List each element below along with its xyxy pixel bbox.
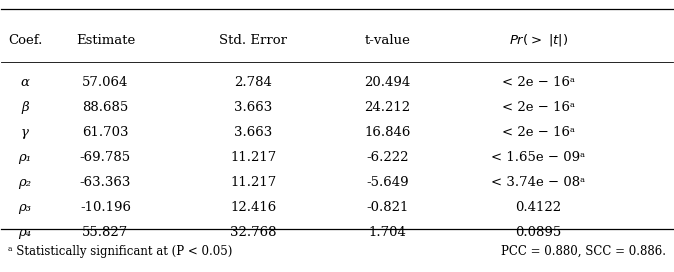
Text: ρ₂: ρ₂ [18, 176, 32, 189]
Text: $Pr(>\ |t|)$: $Pr(>\ |t|)$ [509, 32, 568, 48]
Text: < 2e − 16ᵃ: < 2e − 16ᵃ [502, 126, 575, 139]
Text: ρ₃: ρ₃ [18, 201, 32, 214]
Text: γ: γ [21, 126, 29, 139]
Text: -5.649: -5.649 [366, 176, 408, 189]
Text: 3.663: 3.663 [234, 101, 272, 114]
Text: ρ₁: ρ₁ [18, 151, 32, 164]
Text: -69.785: -69.785 [80, 151, 131, 164]
Text: 57.064: 57.064 [82, 76, 129, 89]
Text: 2.784: 2.784 [234, 76, 272, 89]
Text: 3.663: 3.663 [234, 126, 272, 139]
Text: 0.0895: 0.0895 [515, 226, 561, 239]
Text: 0.4122: 0.4122 [516, 201, 561, 214]
Text: ᵃ Statistically significant at (P < 0.05): ᵃ Statistically significant at (P < 0.05… [8, 245, 233, 258]
Text: < 1.65e − 09ᵃ: < 1.65e − 09ᵃ [491, 151, 586, 164]
Text: 24.212: 24.212 [364, 101, 410, 114]
Text: 16.846: 16.846 [364, 126, 410, 139]
Text: α: α [20, 76, 30, 89]
Text: t-value: t-value [365, 34, 410, 47]
Text: -0.821: -0.821 [366, 201, 408, 214]
Text: 20.494: 20.494 [364, 76, 410, 89]
Text: Std. Error: Std. Error [219, 34, 287, 47]
Text: Coef.: Coef. [8, 34, 42, 47]
Text: ρ₄: ρ₄ [18, 226, 32, 239]
Text: Estimate: Estimate [75, 34, 135, 47]
Text: 61.703: 61.703 [82, 126, 129, 139]
Text: -63.363: -63.363 [80, 176, 131, 189]
Text: 1.704: 1.704 [369, 226, 406, 239]
Text: β: β [21, 101, 29, 114]
Text: < 2e − 16ᵃ: < 2e − 16ᵃ [502, 101, 575, 114]
Text: 88.685: 88.685 [82, 101, 129, 114]
Text: -10.196: -10.196 [80, 201, 131, 214]
Text: 11.217: 11.217 [230, 176, 276, 189]
Text: 32.768: 32.768 [230, 226, 276, 239]
Text: 12.416: 12.416 [230, 201, 276, 214]
Text: < 3.74e − 08ᵃ: < 3.74e − 08ᵃ [491, 176, 586, 189]
Text: -6.222: -6.222 [366, 151, 408, 164]
Text: PCC = 0.880, SCC = 0.886.: PCC = 0.880, SCC = 0.886. [501, 245, 666, 258]
Text: 55.827: 55.827 [82, 226, 129, 239]
Text: 11.217: 11.217 [230, 151, 276, 164]
Text: < 2e − 16ᵃ: < 2e − 16ᵃ [502, 76, 575, 89]
